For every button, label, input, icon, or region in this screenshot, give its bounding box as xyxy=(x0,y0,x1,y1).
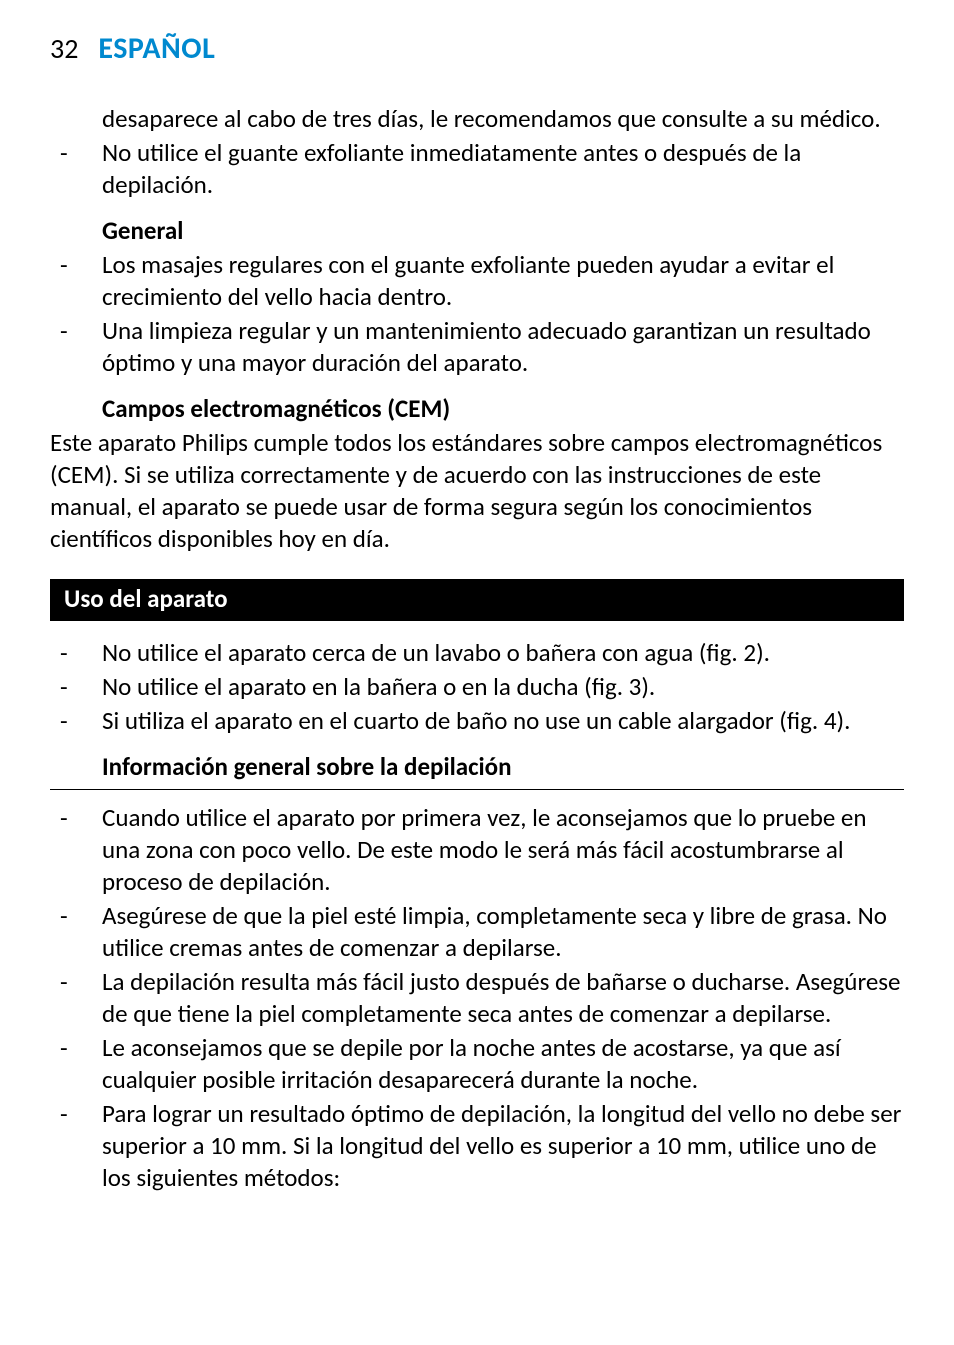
page-content: desaparece al cabo de tres días, le reco… xyxy=(50,103,904,1194)
uso-heading-bar: Uso del aparato xyxy=(50,579,904,621)
general-heading: General xyxy=(102,215,904,247)
list-item: Cuando utilice el aparato por primera ve… xyxy=(102,802,904,898)
list-item: No utilice el guante exfoliante inmediat… xyxy=(102,137,904,201)
cem-paragraph: Este aparato Philips cumple todos los es… xyxy=(50,427,904,555)
list-item: Si utiliza el aparato en el cuarto de ba… xyxy=(102,705,904,737)
list-item: Le aconsejamos que se depile por la noch… xyxy=(102,1032,904,1096)
page-number: 32 xyxy=(50,31,78,66)
language-title: ESPAÑOL xyxy=(98,30,215,67)
info-general-heading: Información general sobre la depilación xyxy=(50,751,904,790)
general-bullets: Los masajes regulares con el guante exfo… xyxy=(102,249,904,379)
uso-bullets: No utilice el aparato cerca de un lavabo… xyxy=(102,637,904,737)
info-general-bullets: Cuando utilice el aparato por primera ve… xyxy=(102,802,904,1194)
list-item: Los masajes regulares con el guante exfo… xyxy=(102,249,904,313)
page-header: 32 ESPAÑOL xyxy=(50,30,904,67)
list-item: No utilice el aparato cerca de un lavabo… xyxy=(102,637,904,669)
list-item: Asegúrese de que la piel esté limpia, co… xyxy=(102,900,904,964)
intro-bullets: No utilice el guante exfoliante inmediat… xyxy=(102,137,904,201)
list-item: Una limpieza regular y un mantenimiento … xyxy=(102,315,904,379)
list-item: La depilación resulta más fácil justo de… xyxy=(102,966,904,1030)
cem-heading: Campos electromagnéticos (CEM) xyxy=(102,393,904,425)
list-item: No utilice el aparato en la bañera o en … xyxy=(102,671,904,703)
list-item: Para lograr un resultado óptimo de depil… xyxy=(102,1098,904,1194)
continuation-paragraph: desaparece al cabo de tres días, le reco… xyxy=(102,103,904,135)
